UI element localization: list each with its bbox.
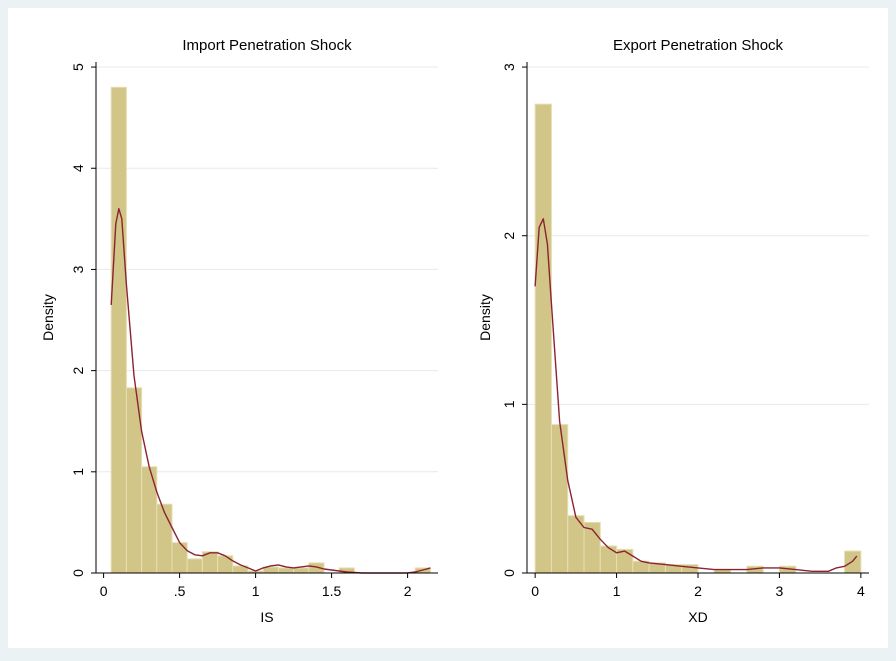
y-tick-label: 3 bbox=[70, 265, 86, 273]
x-tick-label: 2 bbox=[404, 583, 412, 599]
x-axis-label: IS bbox=[260, 609, 273, 625]
histogram-bar bbox=[681, 564, 699, 574]
x-axis-label: XD bbox=[688, 609, 707, 625]
x-tick-label: 1 bbox=[613, 583, 621, 599]
plot-area bbox=[527, 62, 869, 573]
y-tick-label: 4 bbox=[70, 164, 86, 172]
histogram-bar bbox=[171, 542, 188, 574]
chart-panel-1: 0 1 2 3 4 5 0 .5 1 1.5 2 Import Penetration Shock IS… bbox=[40, 37, 438, 625]
density-curve bbox=[110, 207, 431, 574]
chart-panel-2: 0 1 2 3 0 1 2 3 4 Export Penetration Shock XD Densi… bbox=[477, 37, 869, 625]
histogram-bar bbox=[186, 558, 203, 574]
histogram-bar bbox=[599, 545, 618, 574]
x-tick-label: 0 bbox=[100, 583, 108, 599]
histogram-bar bbox=[217, 555, 234, 574]
y-tick-label: 1 bbox=[501, 400, 517, 408]
x-tick-label: 4 bbox=[857, 583, 865, 599]
x-tick-label: 3 bbox=[776, 583, 784, 599]
histogram-bar bbox=[844, 550, 862, 574]
y-tick-label: 3 bbox=[501, 63, 517, 71]
y-tick-label: 2 bbox=[70, 367, 86, 375]
x-tick-label: 1 bbox=[252, 583, 260, 599]
y-tick-label: 5 bbox=[70, 63, 86, 71]
y-axis-label: Density bbox=[40, 294, 56, 341]
histogram-bar bbox=[277, 567, 295, 574]
y-tick-label: 0 bbox=[70, 569, 86, 577]
x-tick-label: .5 bbox=[174, 583, 186, 599]
histogram-bar bbox=[110, 86, 127, 574]
y-tick-label: 1 bbox=[70, 468, 86, 476]
chart-title: Import Penetration Shock bbox=[182, 37, 352, 54]
x-tick-label: 0 bbox=[531, 583, 539, 599]
y-axis-label: Density bbox=[477, 294, 493, 341]
x-tick-label: 1.5 bbox=[322, 583, 342, 599]
histogram-bar bbox=[293, 567, 310, 574]
y-tick-label: 2 bbox=[501, 232, 517, 240]
histogram-bar bbox=[156, 503, 173, 574]
histogram-bar bbox=[550, 424, 569, 574]
y-tick-label: 0 bbox=[501, 569, 517, 577]
x-tick-label: 2 bbox=[694, 583, 702, 599]
density-curve bbox=[534, 218, 858, 572]
chart-title: Export Penetration Shock bbox=[613, 37, 784, 54]
histogram-bar bbox=[534, 103, 552, 574]
